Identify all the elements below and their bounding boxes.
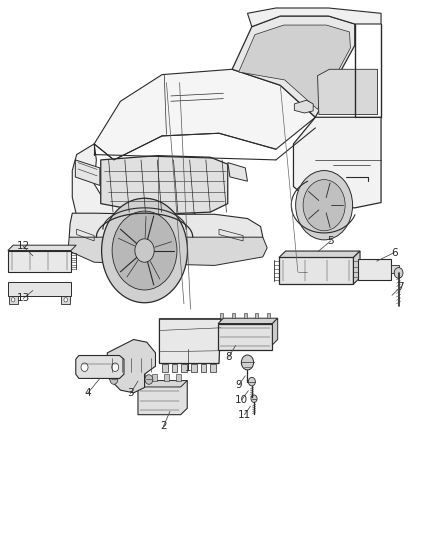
Text: 6: 6 — [391, 248, 398, 257]
Circle shape — [112, 211, 177, 290]
Bar — [255, 313, 258, 318]
Polygon shape — [294, 100, 313, 113]
Circle shape — [135, 239, 154, 262]
Polygon shape — [107, 340, 155, 393]
Circle shape — [102, 198, 187, 303]
Polygon shape — [69, 213, 263, 256]
Text: 2: 2 — [160, 422, 167, 431]
Polygon shape — [272, 318, 278, 345]
Bar — [232, 313, 235, 318]
Text: 11: 11 — [238, 410, 251, 419]
Polygon shape — [8, 282, 71, 295]
Polygon shape — [72, 144, 197, 241]
Polygon shape — [101, 156, 228, 214]
Polygon shape — [239, 25, 350, 109]
Polygon shape — [61, 295, 70, 304]
Circle shape — [248, 377, 255, 386]
Polygon shape — [391, 265, 399, 273]
Polygon shape — [8, 251, 71, 272]
Circle shape — [112, 363, 119, 372]
Bar — [177, 374, 181, 381]
Bar — [244, 313, 247, 318]
Polygon shape — [68, 237, 267, 265]
Bar — [210, 364, 216, 372]
Text: 7: 7 — [397, 282, 404, 292]
Polygon shape — [228, 163, 247, 181]
Text: 4: 4 — [84, 389, 91, 398]
Circle shape — [296, 171, 353, 240]
Polygon shape — [247, 8, 381, 27]
Bar — [172, 364, 177, 372]
Circle shape — [11, 297, 15, 302]
Bar — [152, 374, 157, 381]
Circle shape — [303, 180, 345, 231]
Polygon shape — [138, 381, 187, 415]
Polygon shape — [76, 356, 124, 378]
Circle shape — [241, 355, 254, 370]
Polygon shape — [8, 245, 76, 251]
Bar — [201, 364, 206, 372]
Text: 1: 1 — [185, 363, 192, 373]
Bar — [181, 364, 187, 372]
Polygon shape — [279, 257, 353, 284]
Text: 13: 13 — [17, 294, 30, 303]
Text: 9: 9 — [235, 380, 242, 390]
Text: 10: 10 — [235, 395, 248, 405]
Circle shape — [64, 297, 67, 302]
Text: 3: 3 — [127, 389, 134, 398]
Circle shape — [145, 375, 153, 384]
Bar — [164, 374, 169, 381]
Circle shape — [110, 375, 118, 384]
Bar — [162, 364, 168, 372]
Circle shape — [394, 268, 403, 278]
Polygon shape — [318, 69, 378, 115]
Polygon shape — [353, 251, 360, 284]
Polygon shape — [138, 381, 187, 387]
Circle shape — [251, 395, 257, 402]
Polygon shape — [9, 295, 18, 304]
Bar — [220, 313, 223, 318]
Polygon shape — [218, 318, 278, 324]
Bar — [191, 364, 197, 372]
Polygon shape — [75, 160, 100, 185]
Text: 5: 5 — [327, 236, 334, 246]
Polygon shape — [293, 117, 381, 208]
Bar — [140, 374, 145, 381]
Bar — [267, 313, 270, 318]
Text: 8: 8 — [225, 352, 232, 362]
Polygon shape — [279, 251, 360, 257]
Polygon shape — [232, 16, 355, 117]
Polygon shape — [159, 319, 221, 364]
Text: 12: 12 — [17, 241, 30, 251]
Polygon shape — [94, 69, 315, 160]
Circle shape — [81, 363, 88, 372]
Polygon shape — [218, 324, 272, 350]
Polygon shape — [358, 259, 391, 280]
